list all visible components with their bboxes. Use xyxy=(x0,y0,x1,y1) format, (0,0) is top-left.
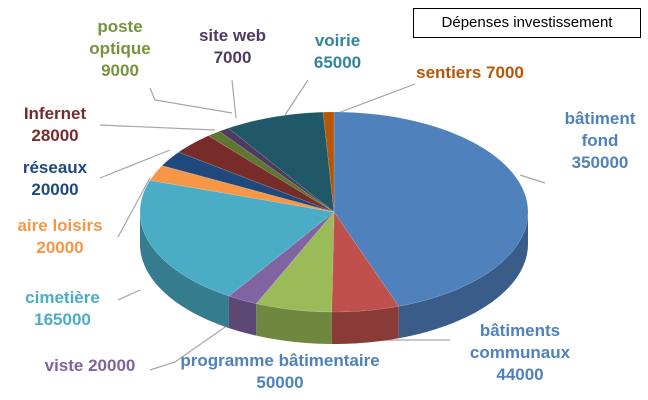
slice-side xyxy=(140,212,229,329)
slice xyxy=(333,111,529,307)
value-label: 50000 xyxy=(256,373,304,392)
slice xyxy=(255,211,335,313)
value-label: 9000 xyxy=(101,61,139,80)
slice xyxy=(178,135,335,213)
category-label: site web xyxy=(198,26,267,45)
leader-lines xyxy=(99,79,546,371)
slice-side xyxy=(256,303,332,344)
slice-tops xyxy=(139,111,529,313)
slice xyxy=(139,180,335,297)
data-label: site web 7000 xyxy=(185,25,280,69)
value-label: 44000 xyxy=(496,365,544,384)
category-label: bâtiment fond xyxy=(564,109,636,150)
data-label: bâtiments communaux 44000 xyxy=(455,320,585,386)
value-label: 7000 xyxy=(486,63,524,82)
slice xyxy=(228,211,335,304)
category-label: cimetière xyxy=(25,288,100,307)
category-label: Infernet xyxy=(23,104,87,123)
slice xyxy=(161,151,335,213)
data-label: viste 20000 xyxy=(25,355,155,377)
category-label: réseaux xyxy=(22,158,88,177)
slice xyxy=(149,165,335,213)
slice xyxy=(227,111,335,213)
chart-title: Dépenses investissement xyxy=(413,8,641,38)
slice-side xyxy=(398,212,528,339)
value-label: 350000 xyxy=(571,153,629,172)
value-label: 7000 xyxy=(213,48,252,67)
slice-side xyxy=(331,306,399,344)
value-label: 165000 xyxy=(34,310,91,329)
data-label: bâtiment fond 350000 xyxy=(555,108,645,174)
value-label: 28000 xyxy=(31,126,79,145)
slice xyxy=(207,131,335,213)
data-label: aire loisirs 20000 xyxy=(0,215,120,259)
data-label: voirie 65000 xyxy=(290,30,385,74)
data-label: Infernet 28000 xyxy=(5,103,105,147)
category-label: aire loisirs xyxy=(17,216,103,235)
value-label: 65000 xyxy=(313,53,362,72)
category-label: poste optique xyxy=(89,17,151,58)
data-label: réseaux 20000 xyxy=(5,157,105,201)
category-label: viste xyxy=(44,356,84,375)
slice-sides xyxy=(140,212,528,344)
category-label: programme bâtimentaire xyxy=(180,351,380,370)
data-label: poste optique 9000 xyxy=(80,16,160,82)
category-label: sentiers xyxy=(416,63,482,82)
category-label: bâtiments communaux xyxy=(469,321,571,362)
data-label: programme bâtimentaire 50000 xyxy=(175,350,385,394)
category-label: voirie xyxy=(314,31,361,50)
slice xyxy=(322,111,335,213)
slice-side xyxy=(228,296,257,336)
data-label: sentiers 7000 xyxy=(415,62,525,84)
value-label: 20000 xyxy=(31,180,79,199)
data-label: cimetière 165000 xyxy=(5,287,120,331)
value-label: 20000 xyxy=(88,356,136,375)
slice xyxy=(331,211,400,313)
value-label: 20000 xyxy=(36,238,84,257)
